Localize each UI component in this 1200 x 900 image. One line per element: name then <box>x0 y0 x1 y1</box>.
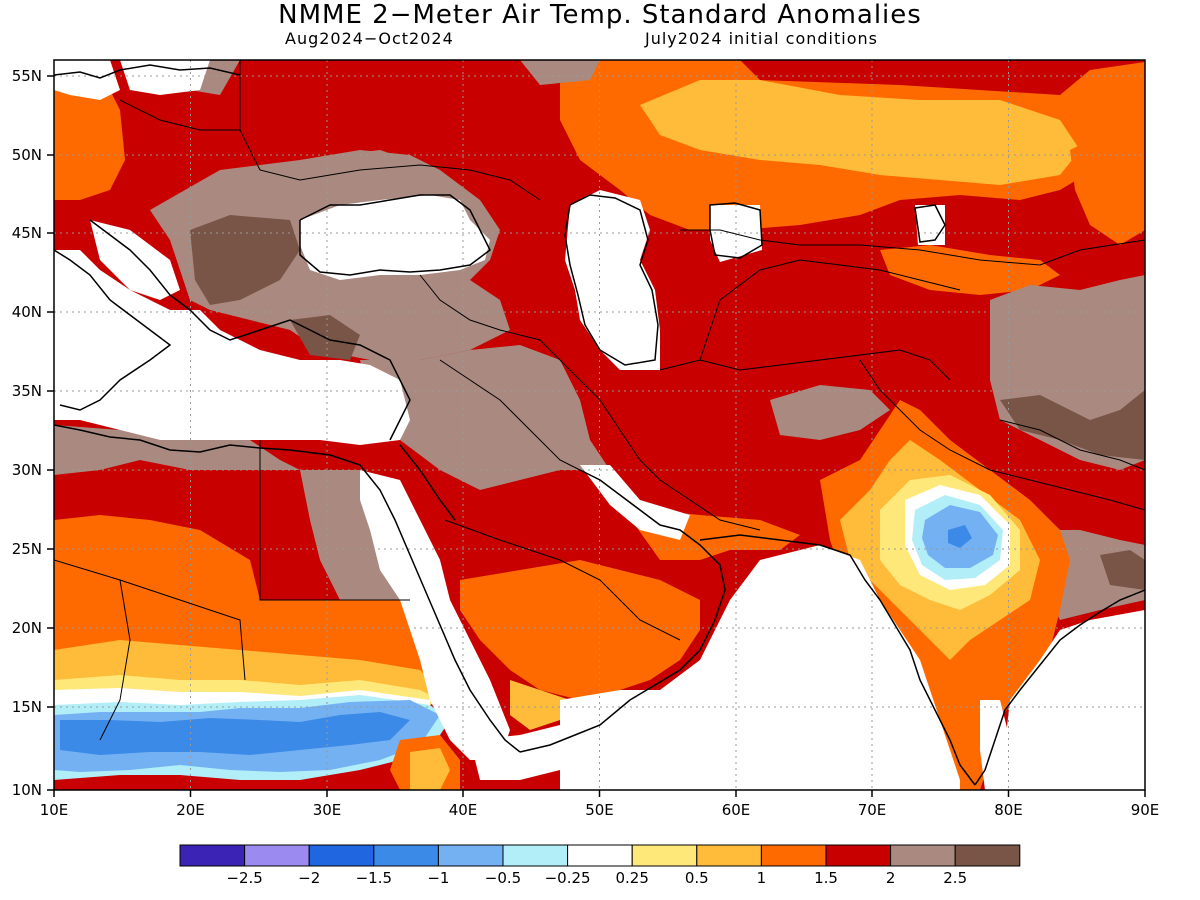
legend-label: 1 <box>757 869 767 887</box>
field-orange-north-china <box>1070 130 1145 245</box>
mask-black-sea <box>300 195 490 280</box>
field-brown-tibet <box>1000 390 1145 460</box>
graticule <box>54 60 1145 790</box>
legend-label: 2.5 <box>943 869 967 887</box>
mask-caspian <box>565 190 660 370</box>
shaded-field <box>54 60 1145 790</box>
legend-label: 0.5 <box>685 869 709 887</box>
field-brown-myanmar <box>1100 550 1145 590</box>
coastlines <box>54 64 1145 786</box>
legend-labels: −2.5 −2 −1.5 −1 −0.5 −0.25 0.25 0.5 1 1.5 2 2.5 <box>226 869 967 887</box>
lon-label: 90E <box>1131 801 1160 819</box>
lon-label: 40E <box>449 801 478 819</box>
legend-label: −2 <box>298 869 320 887</box>
field-orange-tianshan <box>880 245 1060 295</box>
field-tan-baltic <box>520 60 600 85</box>
map-title: NMME 2−Meter Air Temp. Standard Anomalie… <box>278 0 922 30</box>
legend-swatch <box>696 844 762 867</box>
legend-label: −0.25 <box>545 869 591 887</box>
legend-swatch <box>437 844 504 867</box>
legend-swatch <box>760 844 827 867</box>
lon-label: 60E <box>722 801 751 819</box>
lat-label: 40N <box>12 303 42 321</box>
mask-gulf-of-aden <box>470 725 580 780</box>
lat-label: 20N <box>12 619 42 637</box>
legend-label: −1.5 <box>356 869 392 887</box>
legend-swatch <box>244 844 310 867</box>
field-orange-europe-west <box>54 80 125 200</box>
lon-label: 70E <box>858 801 887 819</box>
field-midblue-africa <box>60 712 410 755</box>
field-tan-pakistan <box>770 385 890 440</box>
forecast-period: Aug2024−Oct2024 <box>285 29 454 48</box>
lon-label: 10E <box>40 801 69 819</box>
legend-swatch <box>373 844 439 867</box>
field-yellow-yemen <box>510 680 570 730</box>
legend-swatch <box>308 844 375 867</box>
field-orange-gulf <box>610 490 800 560</box>
axis-ticks <box>47 75 1146 797</box>
lat-label: 15N <box>12 698 42 716</box>
longitude-labels: 10E 20E 30E 40E 50E 60E 70E 80E 90E <box>40 801 1160 819</box>
legend-label: 1.5 <box>814 869 838 887</box>
mask-arabian-sea <box>560 545 960 790</box>
field-midblue-india <box>948 525 972 548</box>
country-borders <box>54 60 1145 741</box>
field-tan-middle-east <box>360 345 610 490</box>
lat-label: 10N <box>12 781 42 799</box>
lon-label: 50E <box>585 801 614 819</box>
mask-persian-gulf <box>580 465 690 540</box>
field-tan-russia <box>300 150 440 180</box>
field-orange-arabia <box>460 560 700 700</box>
mask-mediterranean <box>54 250 410 445</box>
lon-label: 80E <box>994 801 1023 819</box>
lat-label: 30N <box>12 461 42 479</box>
lat-label: 55N <box>12 67 42 85</box>
legend-swatch <box>890 844 956 867</box>
field-yellow-ethiopia <box>410 748 450 790</box>
field-brown-balkans <box>190 215 300 305</box>
legend-colorbar <box>179 844 1021 867</box>
lon-label: 30E <box>313 801 342 819</box>
legend-label: 0.25 <box>615 869 648 887</box>
mask-baltic <box>120 60 210 95</box>
legend-swatch <box>954 844 1021 867</box>
lon-label: 20E <box>176 801 205 819</box>
legend-swatch <box>502 844 569 867</box>
lat-label: 25N <box>12 540 42 558</box>
mask-bay-of-bengal <box>1000 610 1145 790</box>
initial-conditions: July2024 initial conditions <box>645 29 878 48</box>
lat-label: 35N <box>12 382 42 400</box>
legend-swatch <box>179 844 246 867</box>
field-yellow-kazakhstan <box>640 80 1080 185</box>
legend-label: 2 <box>886 869 896 887</box>
latitude-labels: 55N 50N 45N 40N 35N 30N 25N 20N 15N 10N <box>12 67 42 799</box>
legend-label: −1 <box>427 869 449 887</box>
lat-label: 45N <box>12 224 42 242</box>
mask-north-sea <box>54 60 120 100</box>
legend-swatch <box>825 844 892 867</box>
lat-label: 50N <box>12 146 42 164</box>
legend-swatch <box>567 844 633 867</box>
legend-swatch <box>631 844 698 867</box>
legend-label: −0.5 <box>485 869 521 887</box>
legend-label: −2.5 <box>226 869 262 887</box>
